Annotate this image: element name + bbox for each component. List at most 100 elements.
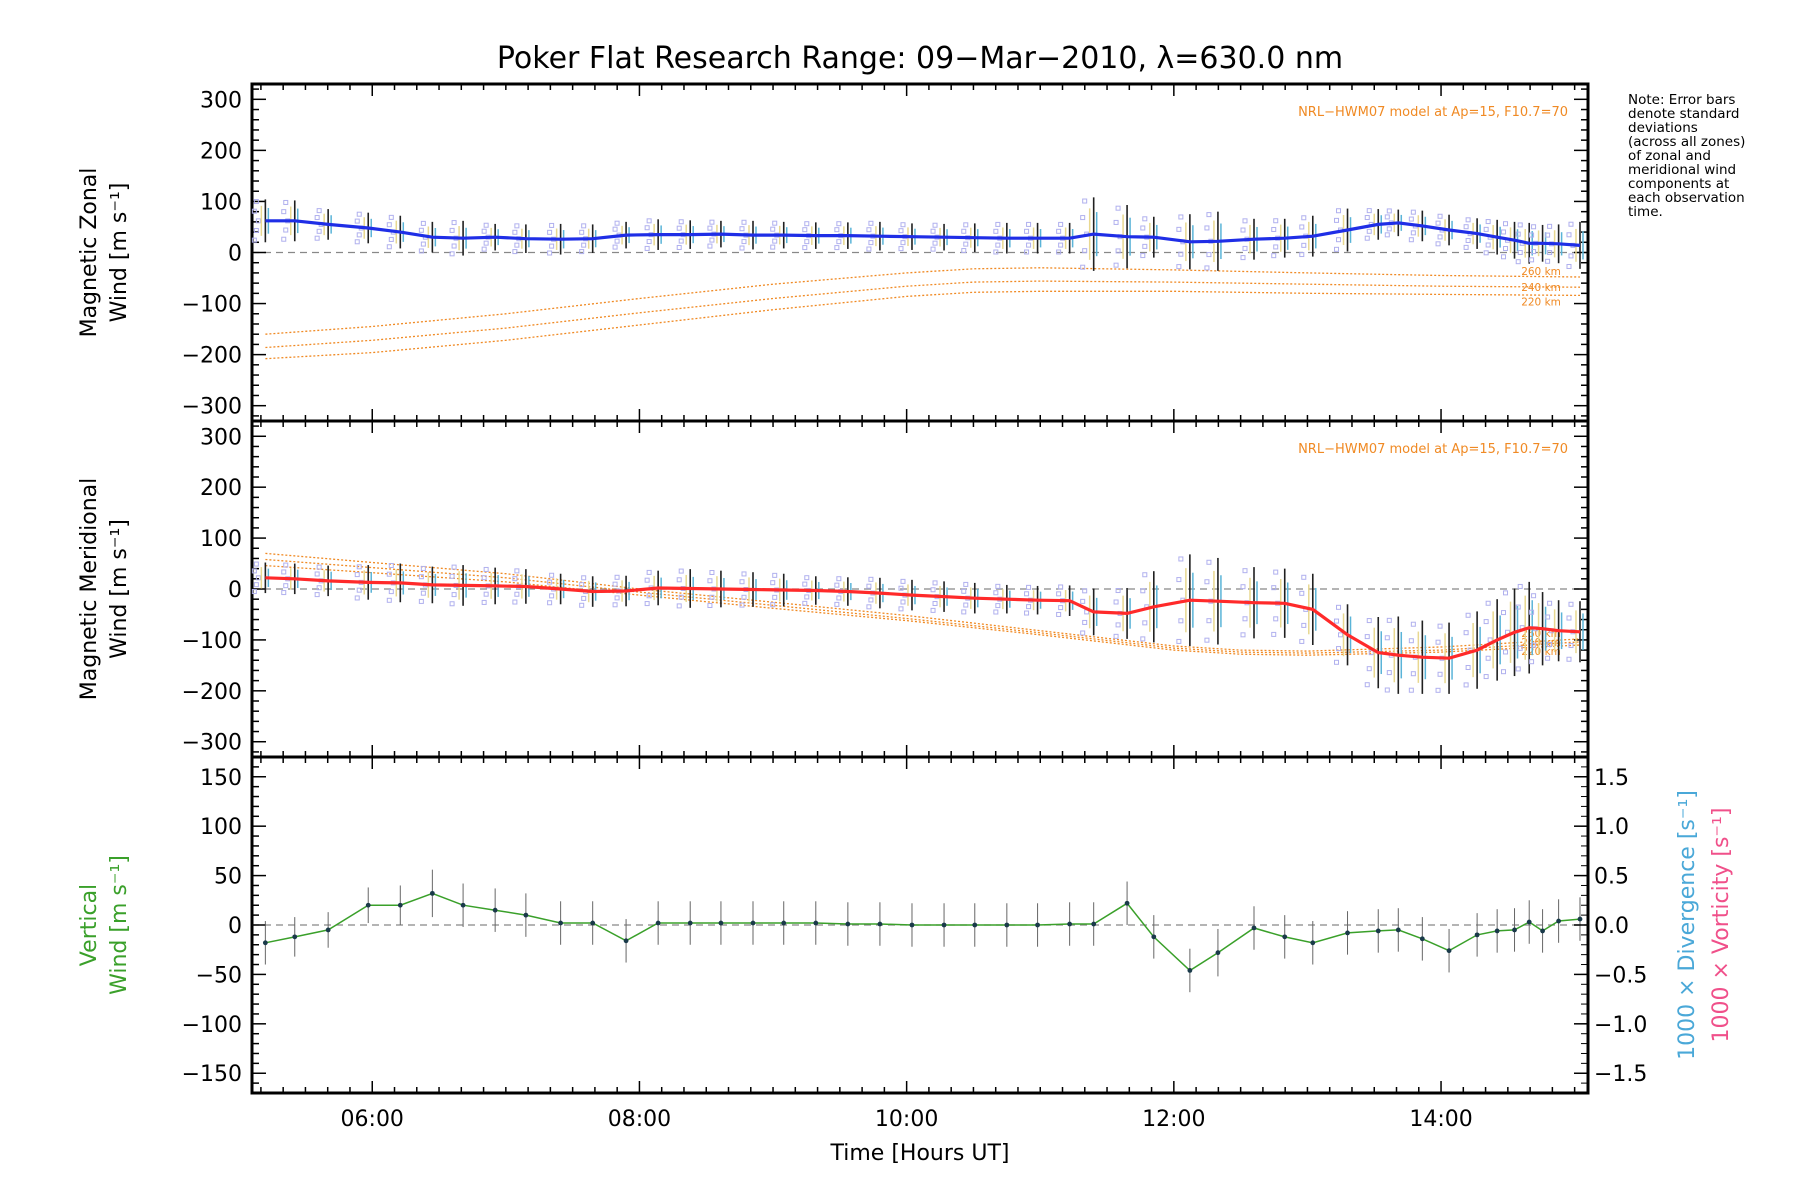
- zone-marker: [834, 245, 840, 251]
- zone-marker: [772, 594, 778, 600]
- zone-marker: [1465, 238, 1471, 244]
- zone-marker: [386, 597, 392, 603]
- zone-marker: [1273, 569, 1279, 575]
- data-point: [1474, 932, 1480, 938]
- zone-marker: [251, 568, 257, 574]
- data-point: [1446, 948, 1452, 954]
- data-point: [1067, 921, 1073, 927]
- zone-marker: [483, 591, 489, 597]
- y-tick-label: 200: [200, 139, 242, 164]
- zone-marker: [709, 237, 715, 243]
- data-point: [1540, 928, 1545, 934]
- model-line-220km: [265, 564, 1581, 656]
- y-tick-label: −200: [182, 680, 242, 705]
- zone-marker: [1142, 620, 1148, 626]
- zone-marker: [1501, 254, 1507, 260]
- model-line-260km: [265, 552, 1581, 652]
- zone-marker: [251, 208, 257, 214]
- zone-marker: [1113, 633, 1119, 639]
- zone-marker: [1178, 214, 1184, 220]
- data-point: [1187, 968, 1193, 973]
- zone-marker: [283, 227, 289, 233]
- zone-marker: [420, 590, 426, 596]
- zone-marker: [804, 221, 810, 227]
- zone-marker: [1501, 669, 1507, 675]
- zone-marker: [281, 569, 287, 575]
- data-point: [1035, 922, 1040, 928]
- zone-marker: [1204, 265, 1210, 271]
- zone-marker: [1058, 221, 1064, 227]
- zone-marker: [1176, 226, 1182, 232]
- zone-marker: [1299, 638, 1305, 644]
- zone-marker: [1115, 205, 1121, 211]
- zone-marker: [709, 570, 715, 576]
- zone-marker: [1242, 568, 1248, 574]
- zone-marker: [1386, 208, 1392, 214]
- right-y-tick-label: 0.5: [1594, 865, 1629, 890]
- zone-marker: [512, 576, 518, 582]
- zone-marker: [1485, 219, 1491, 225]
- right-y-tick-label: −0.5: [1594, 963, 1647, 988]
- zone-marker: [1545, 655, 1551, 661]
- zone-marker: [1299, 590, 1305, 596]
- zone-marker: [579, 602, 585, 608]
- zone-marker: [1517, 250, 1523, 255]
- zone-marker: [1485, 655, 1491, 661]
- zone-marker: [1368, 650, 1374, 656]
- zone-marker: [930, 587, 936, 593]
- data-point: [941, 922, 947, 928]
- zone-marker: [1366, 618, 1372, 624]
- zone-marker: [1242, 616, 1248, 622]
- data-point: [1004, 922, 1010, 928]
- zone-marker: [356, 564, 362, 570]
- zone-marker: [1463, 630, 1469, 636]
- right-y-tick-label: 0.0: [1594, 914, 1629, 939]
- zone-marker: [451, 564, 457, 570]
- zone-marker: [614, 595, 620, 601]
- zone-marker: [1515, 604, 1521, 610]
- zone-marker: [1056, 228, 1062, 234]
- zone-marker: [1140, 588, 1146, 594]
- zone-marker: [1435, 241, 1441, 247]
- zone-marker: [1301, 215, 1307, 221]
- zone-marker: [866, 227, 872, 233]
- data-point: [1512, 927, 1517, 933]
- zone-marker: [253, 561, 259, 567]
- zone-marker: [1115, 248, 1121, 254]
- zone-marker: [1271, 253, 1277, 259]
- zone-marker: [1178, 251, 1184, 257]
- zone-marker: [804, 594, 810, 600]
- zone-marker: [512, 229, 518, 235]
- zone-marker: [314, 592, 320, 598]
- zone-marker: [709, 594, 715, 600]
- data-point: [325, 927, 331, 933]
- zone-marker: [836, 595, 842, 601]
- zone-marker: [836, 576, 842, 582]
- zone-marker: [995, 221, 1001, 227]
- zone-marker: [418, 574, 424, 580]
- zone-marker: [314, 235, 320, 241]
- zone-marker: [1080, 598, 1086, 604]
- zone-marker: [1024, 228, 1030, 234]
- zone-marker: [1242, 245, 1248, 251]
- zone-marker: [549, 243, 555, 249]
- zone-marker: [316, 585, 322, 591]
- data-point: [1124, 900, 1130, 906]
- zone-marker: [1240, 584, 1246, 590]
- zone-marker: [1024, 249, 1030, 255]
- zone-marker: [1384, 635, 1390, 641]
- zone-marker: [644, 225, 650, 231]
- right-y-tick-label: −1.5: [1594, 1062, 1647, 1087]
- zone-marker: [770, 226, 776, 232]
- zone-marker: [386, 244, 392, 250]
- right-y-tick-label: 1.0: [1594, 815, 1629, 840]
- zone-marker: [579, 229, 585, 235]
- zone-marker: [1384, 232, 1390, 238]
- zone-marker: [614, 220, 620, 226]
- zone-marker: [1483, 250, 1489, 256]
- zone-marker: [898, 606, 904, 612]
- zone-marker: [581, 595, 587, 601]
- zone-marker: [900, 578, 906, 584]
- data-point: [460, 902, 466, 908]
- zone-marker: [1301, 622, 1307, 628]
